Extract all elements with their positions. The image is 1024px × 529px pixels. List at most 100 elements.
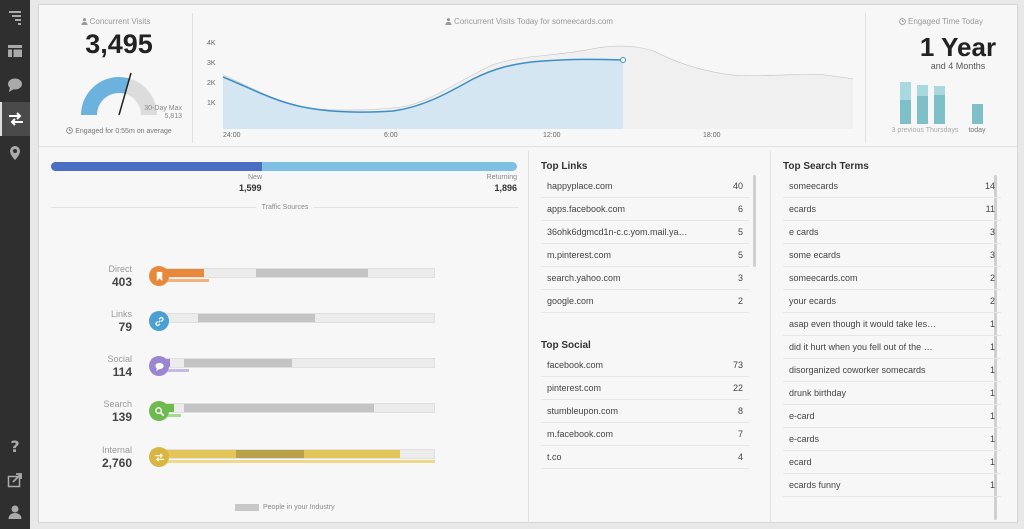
list-item[interactable]: ecards funny 1	[783, 474, 1001, 497]
source-label: Social	[107, 354, 132, 364]
concurrent-visits-chart: 4K 3K 2K 1K 24:00 6:00 12:00 18:00	[207, 40, 854, 139]
traffic-nav-button[interactable]	[0, 102, 30, 136]
source-label: Direct	[108, 264, 132, 274]
source-bar-internal[interactable]	[151, 449, 435, 459]
top-search-scrollbar[interactable]	[994, 175, 997, 520]
links-source-icon	[149, 311, 169, 331]
y-tick: 2K	[207, 80, 216, 87]
previous-thursdays-label: 3 previous Thursdays	[891, 127, 959, 134]
engaged-average-text: Engaged for 0:55m on average	[39, 127, 199, 135]
list-item[interactable]: ecard 1	[783, 451, 1001, 474]
industry-bar	[198, 314, 315, 322]
top-links-scrollbar[interactable]	[753, 175, 756, 267]
engaged-time-caption: Engaged Time Today	[865, 17, 1017, 26]
industry-legend-label: People in your Industry	[263, 504, 335, 511]
top-search-terms-title: Top Search Terms	[783, 161, 869, 172]
source-bar-social[interactable]	[151, 358, 435, 368]
swap-arrows-icon	[154, 452, 164, 462]
clock-icon	[899, 18, 906, 25]
source-bar-links[interactable]	[151, 313, 435, 323]
direct-source-icon	[149, 266, 169, 286]
list-item[interactable]: some ecards 3	[783, 244, 1001, 267]
bookmark-icon	[156, 271, 162, 281]
list-item[interactable]: m.facebook.com 7	[541, 423, 749, 446]
list-item[interactable]: e-cards 1	[783, 428, 1001, 451]
person-icon	[81, 18, 88, 25]
today-label: today	[968, 127, 986, 134]
clock-icon	[66, 127, 74, 134]
list-item[interactable]: e cards 3	[783, 221, 1001, 244]
top-links-title: Top Links	[541, 161, 588, 172]
list-item[interactable]: drunk birthday 1	[783, 382, 1001, 405]
list-item[interactable]: m.pinterest.com 5	[541, 244, 749, 267]
concurrent-visits-value: 3,495	[85, 29, 153, 59]
new-returning-bar	[51, 162, 517, 171]
share-icon	[7, 473, 22, 488]
current-point	[620, 57, 626, 63]
returning-value: 1,896	[494, 183, 517, 193]
list-item[interactable]: facebook.com 73	[541, 354, 749, 377]
previous-bar-fill	[917, 96, 928, 124]
new-visitors-fill	[51, 162, 262, 171]
list-item[interactable]: asap even though it would take les… 1	[783, 313, 1001, 336]
list-item[interactable]: disorganized coworker somecards 1	[783, 359, 1001, 382]
list-item[interactable]: someecards.com 2	[783, 267, 1001, 290]
previous-bar-fill	[900, 100, 911, 124]
y-tick: 4K	[207, 40, 216, 47]
direct-bar	[152, 269, 204, 277]
list-item[interactable]: t.co 4	[541, 446, 749, 469]
list-item[interactable]: someecards 14	[783, 175, 1001, 198]
traffic-icon	[9, 112, 23, 126]
x-tick: 6:00	[384, 132, 398, 139]
concurrent-visits-caption: Concurrent Visits	[39, 17, 192, 26]
pages-icon	[9, 11, 21, 25]
list-item[interactable]: your ecards 2	[783, 290, 1001, 313]
max-label: 30-Day Max	[144, 105, 182, 112]
share-nav-button[interactable]	[0, 463, 30, 497]
x-tick: 18:00	[703, 132, 721, 139]
dashboard-icon	[8, 45, 22, 57]
magnifier-icon	[154, 406, 164, 416]
list-item[interactable]: 36ohk6dgmcd1n-c.c.yom.mail.ya… 5	[541, 221, 749, 244]
list-item[interactable]: happyplace.com 40	[541, 175, 749, 198]
list-item[interactable]: search.yahoo.com 3	[541, 267, 749, 290]
industry-bar	[256, 269, 368, 277]
source-label: Search	[103, 399, 132, 409]
source-value: 2,760	[101, 456, 132, 470]
social-source-icon	[149, 356, 169, 376]
today-chart-caption: Concurrent Visits Today for someecards.c…	[193, 17, 865, 26]
comments-nav-button[interactable]	[0, 68, 30, 102]
source-bar-search[interactable]	[151, 403, 435, 413]
pages-nav-button[interactable]	[0, 0, 30, 34]
location-nav-button[interactable]	[0, 136, 30, 170]
x-tick: 24:00	[223, 132, 241, 139]
user-icon	[8, 505, 22, 519]
x-tick: 12:00	[543, 132, 561, 139]
industry-legend-swatch	[235, 504, 259, 511]
source-value: 403	[111, 275, 132, 289]
industry-bar	[236, 450, 304, 458]
dashboard-nav-button[interactable]	[0, 34, 30, 68]
list-item[interactable]: did it hurt when you fell out of the … 1	[783, 336, 1001, 359]
list-item[interactable]: google.com 2	[541, 290, 749, 313]
industry-bar	[184, 404, 374, 412]
returning-label: Returning	[486, 174, 517, 181]
help-icon: ?	[10, 436, 20, 456]
source-bar-direct[interactable]	[151, 268, 435, 278]
help-nav-button[interactable]: ?	[0, 429, 30, 463]
list-item[interactable]: e-card 1	[783, 405, 1001, 428]
search-source-icon	[149, 401, 169, 421]
max-value: 5,813	[164, 113, 182, 120]
source-label: Links	[110, 309, 132, 319]
list-item[interactable]: pinterest.com 22	[541, 377, 749, 400]
list-item[interactable]: stumbleupon.com 8	[541, 400, 749, 423]
list-item[interactable]: ecards 11	[783, 198, 1001, 221]
list-item[interactable]: apps.facebook.com 6	[541, 198, 749, 221]
y-tick: 1K	[207, 100, 216, 107]
user-nav-button[interactable]	[0, 495, 30, 529]
today-area	[223, 59, 623, 129]
traffic-sources-title: Traffic Sources	[51, 204, 519, 211]
source-value: 139	[111, 410, 132, 424]
engaged-time-sub: and 4 Months	[930, 61, 986, 71]
previous-bar-fill	[934, 95, 945, 124]
